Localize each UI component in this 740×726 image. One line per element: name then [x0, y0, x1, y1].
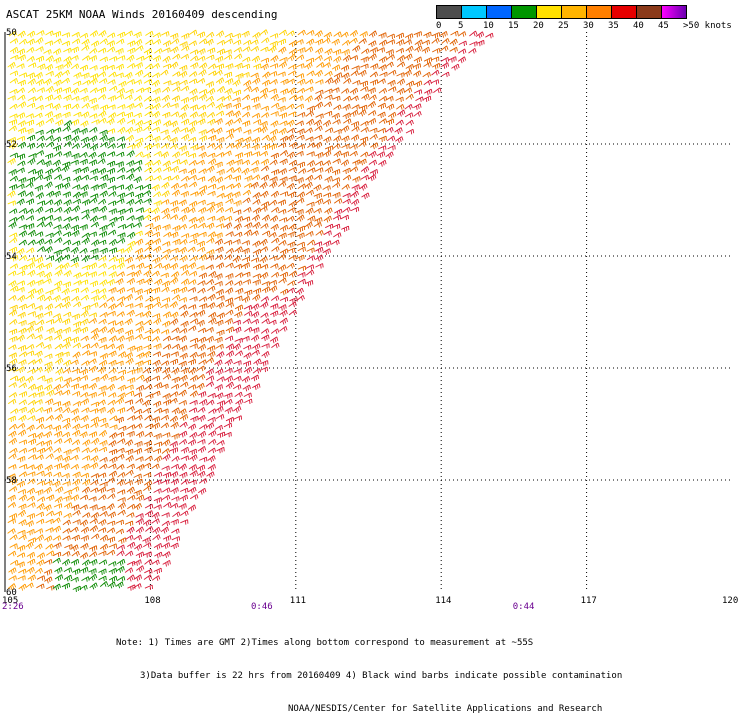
scale-label: 5 [458, 21, 464, 31]
wind-barb-group [8, 120, 152, 593]
longitude-tick-label: 114 [435, 596, 451, 606]
wind-barbs [7, 29, 494, 593]
longitude-tick-label: 111 [290, 596, 306, 606]
latitude-tick-label: 52 [6, 140, 17, 150]
longitude-tick-label: 117 [581, 596, 597, 606]
latitude-tick-label: 60 [6, 588, 17, 598]
scale-label: 45 [658, 21, 669, 31]
note-line-2: 3)Data buffer is 22 hrs from 20160409 4)… [140, 671, 623, 681]
scale-label: 25 [558, 21, 569, 31]
latitude-tick-label: 50 [6, 28, 17, 38]
latitude-tick-label: 56 [6, 364, 17, 374]
scale-swatch [661, 5, 687, 19]
latitude-tick-label: 58 [6, 476, 17, 486]
wind-barb-group [7, 30, 163, 302]
map-title: ASCAT 25KM NOAA Winds 20160409 descendin… [6, 8, 278, 21]
scale-labels: 0 5 10 15 20 25 30 35 40 45 >50 knots [436, 19, 736, 31]
scale-label: 40 [633, 21, 644, 31]
wind-speed-color-scale: 0 5 10 15 20 25 30 35 40 45 >50 knots [436, 5, 736, 31]
longitude-tick-label: 105 [2, 596, 18, 606]
scale-label: >50 knots [683, 21, 732, 31]
longitude-tick-label: 120 [722, 596, 738, 606]
scale-label: 30 [583, 21, 594, 31]
scale-swatches [436, 5, 736, 19]
time-label: 2:26 [2, 602, 24, 612]
time-label: 0:44 [513, 602, 535, 612]
scale-label: 15 [508, 21, 519, 31]
scale-label: 20 [533, 21, 544, 31]
note-line-3: NOAA/NESDIS/Center for Satellite Applica… [288, 704, 603, 714]
wind-barb-group [36, 30, 467, 591]
wind-barb-group [116, 30, 494, 591]
note-line-1: Note: 1) Times are GMT 2)Times along bot… [116, 638, 534, 648]
longitude-tick-label: 108 [144, 596, 160, 606]
scale-label: 0 [436, 21, 442, 31]
wind-barb-group [7, 29, 368, 591]
time-label: 0:46 [251, 602, 273, 612]
notes: Note: 1) Times are GMT 2)Times along bot… [116, 616, 622, 726]
scale-label: 10 [483, 21, 494, 31]
scale-label: 35 [608, 21, 619, 31]
wind-barb-group [7, 29, 295, 423]
latitude-tick-label: 54 [6, 252, 17, 262]
